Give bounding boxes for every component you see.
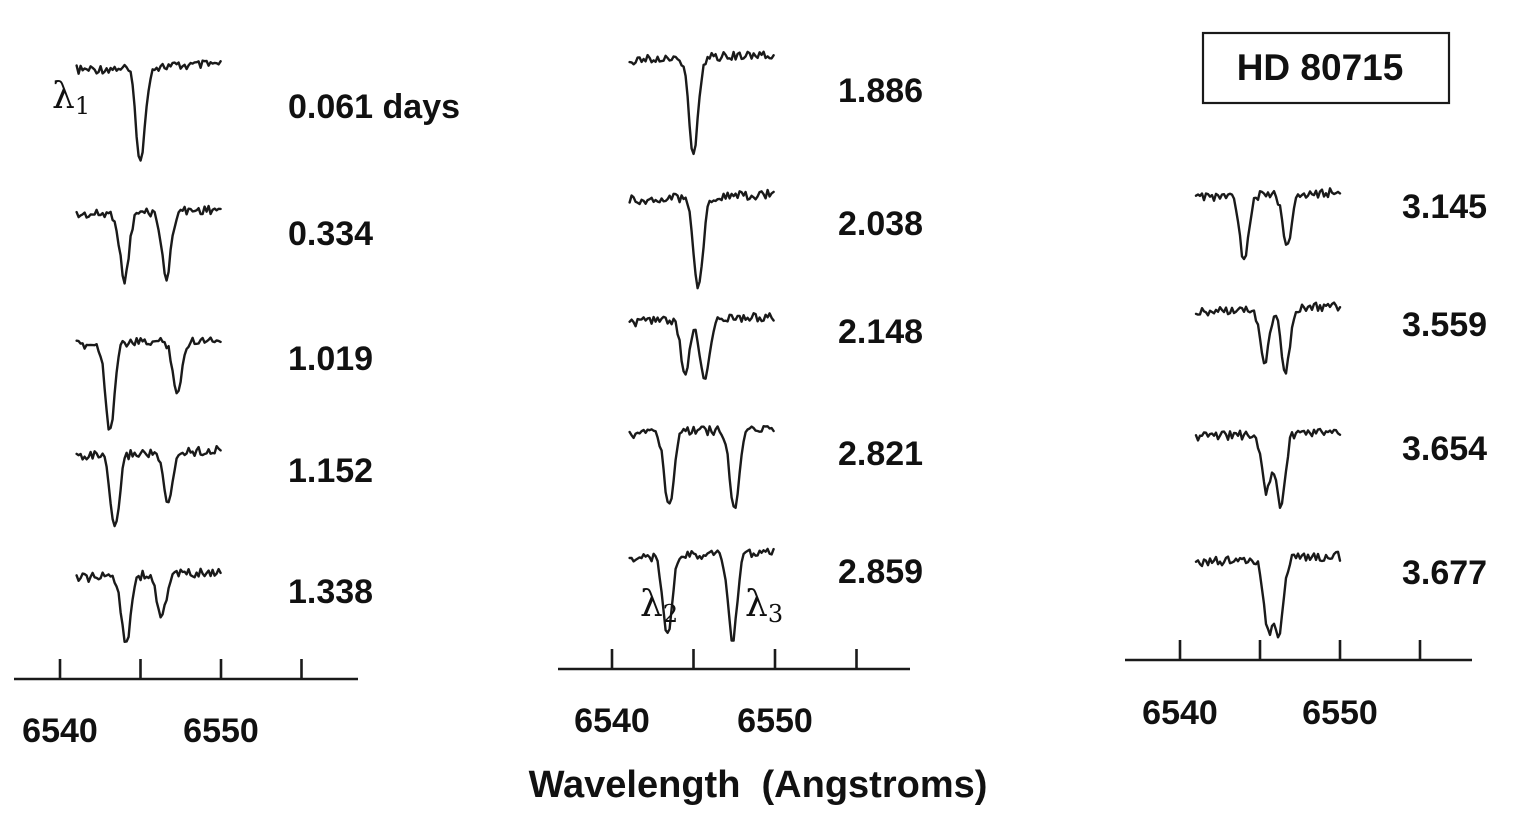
spectrum-line [1194,301,1342,375]
x-tick-label: 6540 [1142,694,1218,732]
time-label: 0.334 [288,215,373,253]
time-label: 3.145 [1402,188,1487,226]
x-tick-label: 6550 [737,702,813,740]
x-tick-label: 6540 [22,712,98,750]
spectrum-line [628,188,775,290]
time-label: 2.859 [838,553,923,591]
time-label: 1.886 [838,72,923,110]
time-label: 1.019 [288,340,373,378]
time-label: 2.038 [838,205,923,243]
labels-layer: 0.061 days 0.334 1.019 1.152 1.338 1.886 2.038… [52,72,1487,628]
time-label: 1.152 [288,452,373,490]
time-label: 3.559 [1402,306,1487,344]
time-label: 2.148 [838,313,923,351]
spectrum-line [628,312,775,380]
x-tick-label: 6550 [1302,694,1378,732]
spectrum-line [1194,427,1342,509]
spectrum-line [75,59,222,162]
spectrum-line [1194,550,1342,639]
x-tick-label: 6550 [183,712,259,750]
spectrum-line [75,567,222,643]
lambda-3-label: λ3 [745,584,783,628]
time-label: 3.654 [1402,430,1487,468]
time-label: 1.338 [288,573,373,611]
spectra-layer [75,50,1342,643]
spectrum-line [75,204,222,285]
lambda-1-label: λ1 [52,76,90,120]
spectrum-line [628,547,775,642]
time-label: 0.061 days [288,88,460,126]
axes-layer: 6540 6550 6540 6550 6540 6550 [14,640,1472,750]
lambda-2-label: λ2 [640,584,678,628]
spectrum-line [1194,187,1342,261]
chart-title: HD 80715 [1237,47,1404,88]
title-box: HD 80715 [1201,31,1451,105]
spectrum-line [75,445,222,528]
spectrum-line [628,425,775,509]
title-box-border [1201,31,1451,105]
x-tick-label: 6540 [574,702,650,740]
spectrum-line [628,50,775,156]
spectrum-line [75,336,222,431]
x-axis-label: Wavelength (Angstroms) [529,764,988,806]
time-label: 2.821 [838,435,923,473]
time-label: 3.677 [1402,554,1487,592]
